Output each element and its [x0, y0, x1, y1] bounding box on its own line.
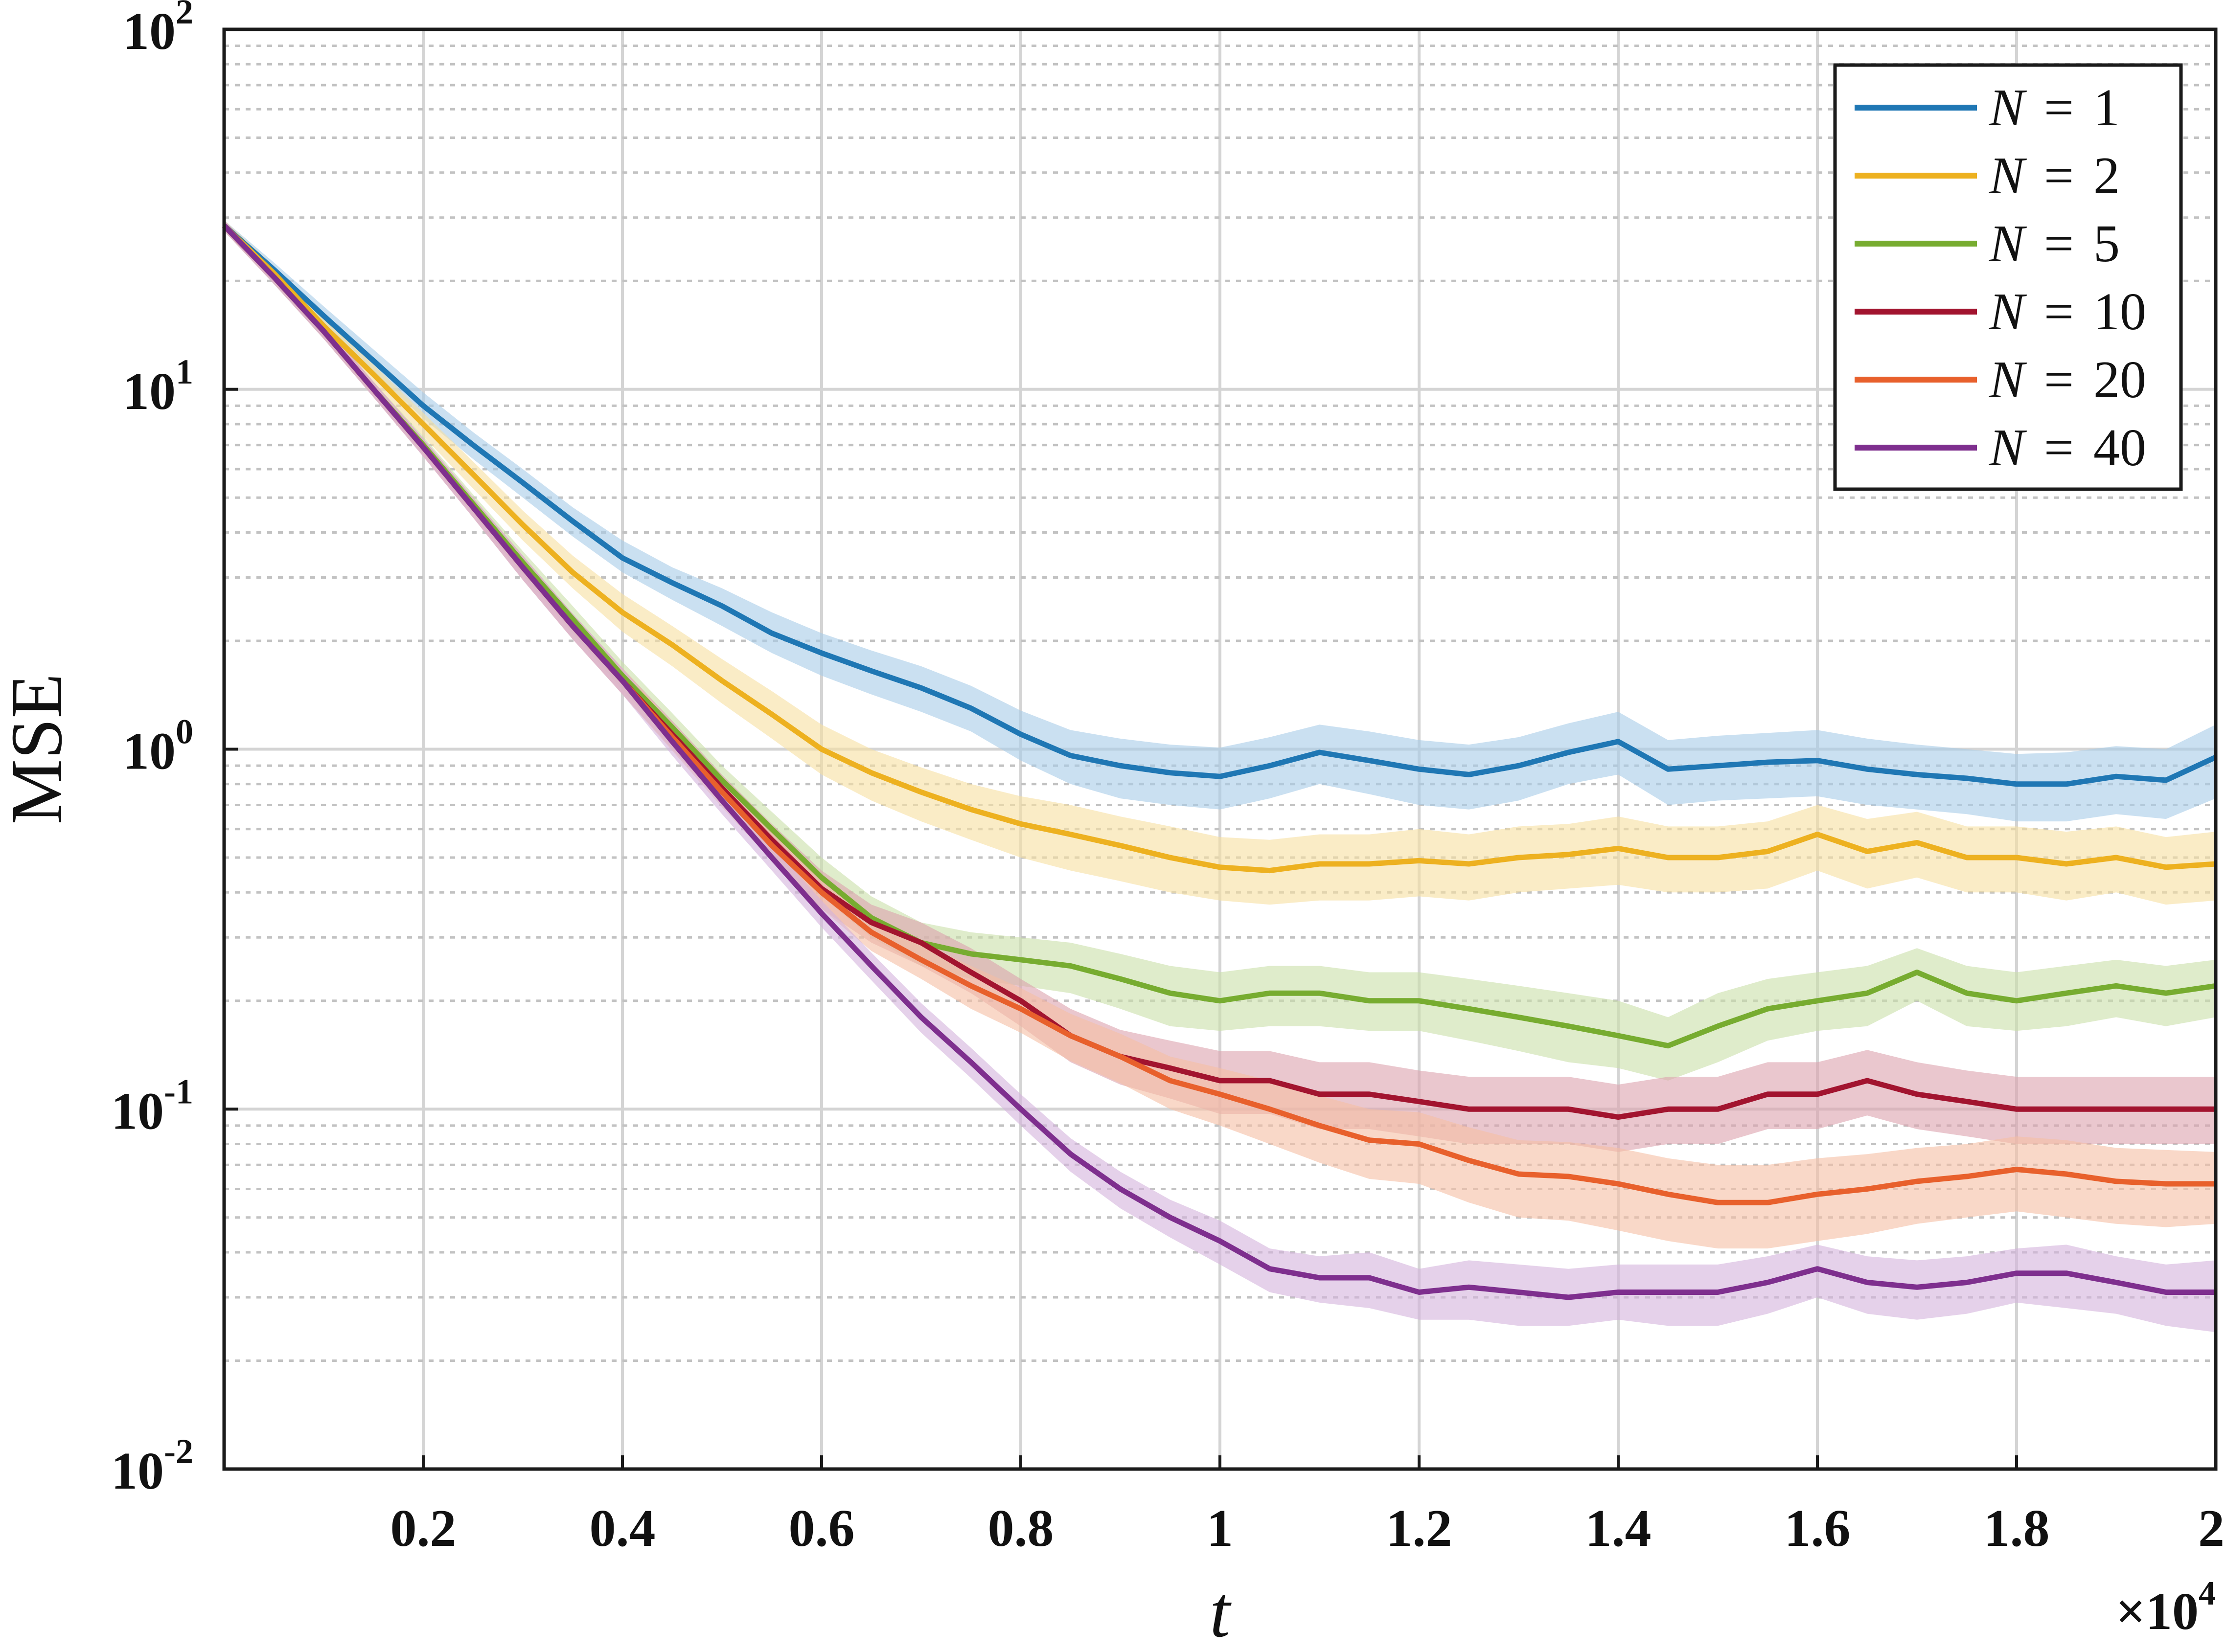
- y-tick-label-1: 10-1: [111, 1072, 193, 1140]
- y-tick-label-0: 10-2: [111, 1432, 193, 1500]
- legend-eq: =: [2044, 419, 2074, 477]
- x-tick-label-0: 0.2: [390, 1499, 457, 1558]
- legend-entry-1: N = 2: [1989, 147, 2120, 205]
- x-tick-labels: 0.2 0.4 0.6 0.8 1 1.2 1.4 1.6 1.8 2: [390, 1455, 2225, 1558]
- x-axis-label: t: [1210, 1571, 1232, 1650]
- y-tick-base: 10: [111, 1082, 164, 1140]
- x-tick-label-2: 0.6: [789, 1499, 855, 1558]
- x-axis-multiplier: ×104: [2115, 1575, 2216, 1641]
- confidence-bands: [224, 220, 2216, 1333]
- legend-var: N: [1989, 79, 2027, 137]
- legend-eq: =: [2044, 147, 2074, 205]
- legend-entry-2: N = 5: [1989, 215, 2120, 273]
- line-series-5: [222, 224, 2216, 1300]
- y-tick-base: 10: [123, 362, 176, 421]
- y-tick-label-4: 102: [123, 0, 193, 61]
- y-tick-exponent: 2: [176, 0, 193, 31]
- line-series-1: [222, 224, 2216, 874]
- x-tick-label-4: 1: [1207, 1499, 1233, 1558]
- legend-var: N: [1989, 147, 2027, 205]
- legend-var: N: [1989, 283, 2027, 341]
- band-series-2: [224, 220, 2216, 1081]
- y-tick-base: 10: [111, 1442, 164, 1500]
- x-tick-label-6: 1.4: [1585, 1499, 1652, 1558]
- legend-eq: =: [2044, 283, 2074, 341]
- band-series-0: [224, 220, 2216, 822]
- x-tick-label-7: 1.6: [1785, 1499, 1851, 1558]
- legend-box: [1833, 63, 2183, 491]
- x-tick-label-8: 1.8: [1984, 1499, 2050, 1558]
- band-series-1: [224, 220, 2216, 905]
- legend-entry-3: N = 10: [1989, 283, 2146, 341]
- legend-entry-4: N = 20: [1989, 351, 2146, 409]
- y-tick-exponent: 0: [176, 712, 193, 751]
- x-tick-label-5: 1.2: [1386, 1499, 1452, 1558]
- y-tick-base: 10: [123, 723, 176, 781]
- y-tick-label-2: 100: [123, 712, 193, 781]
- legend-val: 1: [2093, 79, 2120, 137]
- legend-val: 40: [2093, 419, 2146, 477]
- legend-entry-5: N = 40: [1989, 419, 2146, 477]
- series-lines: [222, 223, 2217, 1300]
- multiplier-exponent: 4: [2199, 1575, 2216, 1612]
- legend-entry-0: N = 1: [1989, 79, 2120, 137]
- legend-eq: =: [2044, 351, 2074, 409]
- y-tick-exponent: 1: [176, 352, 193, 391]
- line-series-0: [222, 223, 2217, 787]
- band-series-4: [224, 220, 2216, 1249]
- legend: N = 1 N = 2 N = 5 N = 10 N = 20 N = 40: [1833, 63, 2183, 491]
- y-tick-exponent: -2: [164, 1432, 193, 1471]
- multiplier-base: ×10: [2115, 1583, 2199, 1641]
- y-tick-exponent: -1: [164, 1072, 193, 1111]
- y-tick-base: 10: [123, 2, 176, 61]
- legend-var: N: [1989, 351, 2027, 409]
- legend-eq: =: [2044, 79, 2074, 137]
- legend-eq: =: [2044, 215, 2074, 273]
- x-tick-label-3: 0.8: [988, 1499, 1054, 1558]
- x-tick-label-1: 0.4: [590, 1499, 656, 1558]
- legend-val: 20: [2093, 351, 2146, 409]
- legend-var: N: [1989, 419, 2027, 477]
- legend-val: 10: [2093, 283, 2146, 341]
- legend-val: 5: [2093, 215, 2120, 273]
- y-axis-label: MSE: [0, 674, 77, 824]
- y-tick-label-3: 101: [123, 352, 193, 421]
- x-tick-label-9: 2: [2198, 1499, 2225, 1558]
- legend-var: N: [1989, 215, 2027, 273]
- line-series-2: [222, 224, 2216, 1049]
- legend-val: 2: [2093, 147, 2120, 205]
